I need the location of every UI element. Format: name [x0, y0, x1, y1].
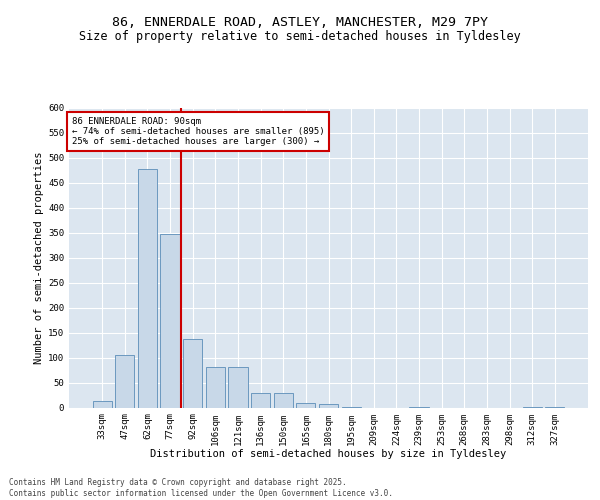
X-axis label: Distribution of semi-detached houses by size in Tyldesley: Distribution of semi-detached houses by …	[151, 449, 506, 459]
Bar	[251, 392, 270, 407]
Bar	[160, 234, 180, 408]
Bar	[409, 406, 428, 408]
Bar	[229, 366, 248, 408]
Bar	[92, 401, 112, 407]
Bar	[138, 168, 157, 408]
Text: 86 ENNERDALE ROAD: 90sqm
← 74% of semi-detached houses are smaller (895)
25% of : 86 ENNERDALE ROAD: 90sqm ← 74% of semi-d…	[71, 116, 324, 146]
Bar	[183, 338, 202, 407]
Bar	[274, 392, 293, 407]
Bar	[545, 406, 565, 408]
Text: Contains HM Land Registry data © Crown copyright and database right 2025.
Contai: Contains HM Land Registry data © Crown c…	[9, 478, 393, 498]
Y-axis label: Number of semi-detached properties: Number of semi-detached properties	[34, 151, 44, 364]
Bar	[206, 366, 225, 408]
Bar	[523, 406, 542, 408]
Bar	[296, 402, 316, 407]
Text: 86, ENNERDALE ROAD, ASTLEY, MANCHESTER, M29 7PY: 86, ENNERDALE ROAD, ASTLEY, MANCHESTER, …	[112, 16, 488, 29]
Bar	[341, 406, 361, 408]
Bar	[115, 355, 134, 408]
Text: Size of property relative to semi-detached houses in Tyldesley: Size of property relative to semi-detach…	[79, 30, 521, 43]
Bar	[319, 404, 338, 407]
